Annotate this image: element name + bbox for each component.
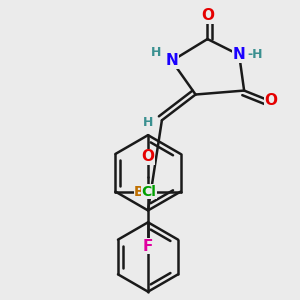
Text: Br: Br — [134, 184, 152, 199]
Text: O: O — [264, 93, 278, 108]
Text: N: N — [165, 53, 178, 68]
Text: H: H — [143, 116, 153, 129]
Text: Cl: Cl — [142, 184, 157, 199]
Text: F: F — [143, 238, 153, 253]
Text: H: H — [151, 46, 161, 59]
Text: -H: -H — [247, 48, 263, 62]
Text: O: O — [201, 8, 214, 23]
Text: N: N — [233, 47, 245, 62]
Text: O: O — [142, 149, 154, 164]
